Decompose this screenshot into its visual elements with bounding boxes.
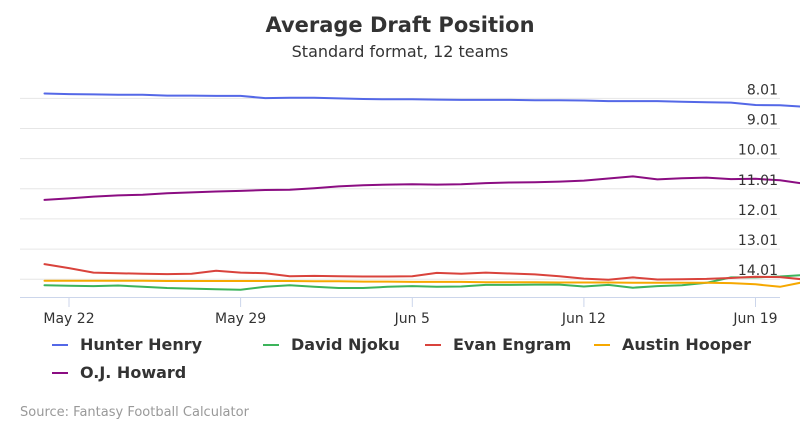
legend-label: David Njoku <box>291 335 400 354</box>
legend-label: Hunter Henry <box>80 335 203 354</box>
x-tick-label: May 29 <box>215 311 266 327</box>
y-tick-label: 12.01 <box>738 203 778 219</box>
gridlines <box>20 97 780 280</box>
y-tick-label: 11.01 <box>738 173 778 189</box>
y-axis-tick-labels: 8.01 9.01 10.01 11.01 12.01 13.01 14.01 <box>738 82 778 279</box>
x-tick-label: Jun 12 <box>561 311 606 327</box>
legend-label: Evan Engram <box>453 335 571 354</box>
chart-title: Average Draft Position <box>265 13 534 37</box>
y-tick-label: 10.01 <box>738 143 778 159</box>
series-lines <box>43 92 800 291</box>
x-tick-label: Jun 19 <box>732 311 777 327</box>
y-tick-label: 9.01 <box>747 113 778 129</box>
series-line-austin-hooper <box>43 279 800 288</box>
x-axis-ticks: May 22 May 29 Jun 5 Jun 12 Jun 19 <box>43 297 778 327</box>
y-tick-label: 13.01 <box>738 233 778 249</box>
chart-subtitle: Standard format, 12 teams <box>292 42 509 61</box>
series-line-o-j-howard <box>43 175 800 201</box>
legend: Hunter Henry David Njoku Evan Engram Austin… <box>52 335 751 382</box>
y-tick-label: 8.01 <box>747 82 778 98</box>
x-tick-label: May 22 <box>43 311 94 327</box>
legend-label: Austin Hooper <box>622 335 751 354</box>
y-tick-label: 14.01 <box>738 263 778 279</box>
series-line-hunter-henry <box>43 92 800 108</box>
series-line-evan-engram <box>43 263 800 281</box>
legend-label: O.J. Howard <box>80 363 186 382</box>
source-credit: Source: Fantasy Football Calculator <box>20 405 250 420</box>
series-line-david-njoku <box>43 274 800 291</box>
x-tick-label: Jun 5 <box>394 311 430 327</box>
